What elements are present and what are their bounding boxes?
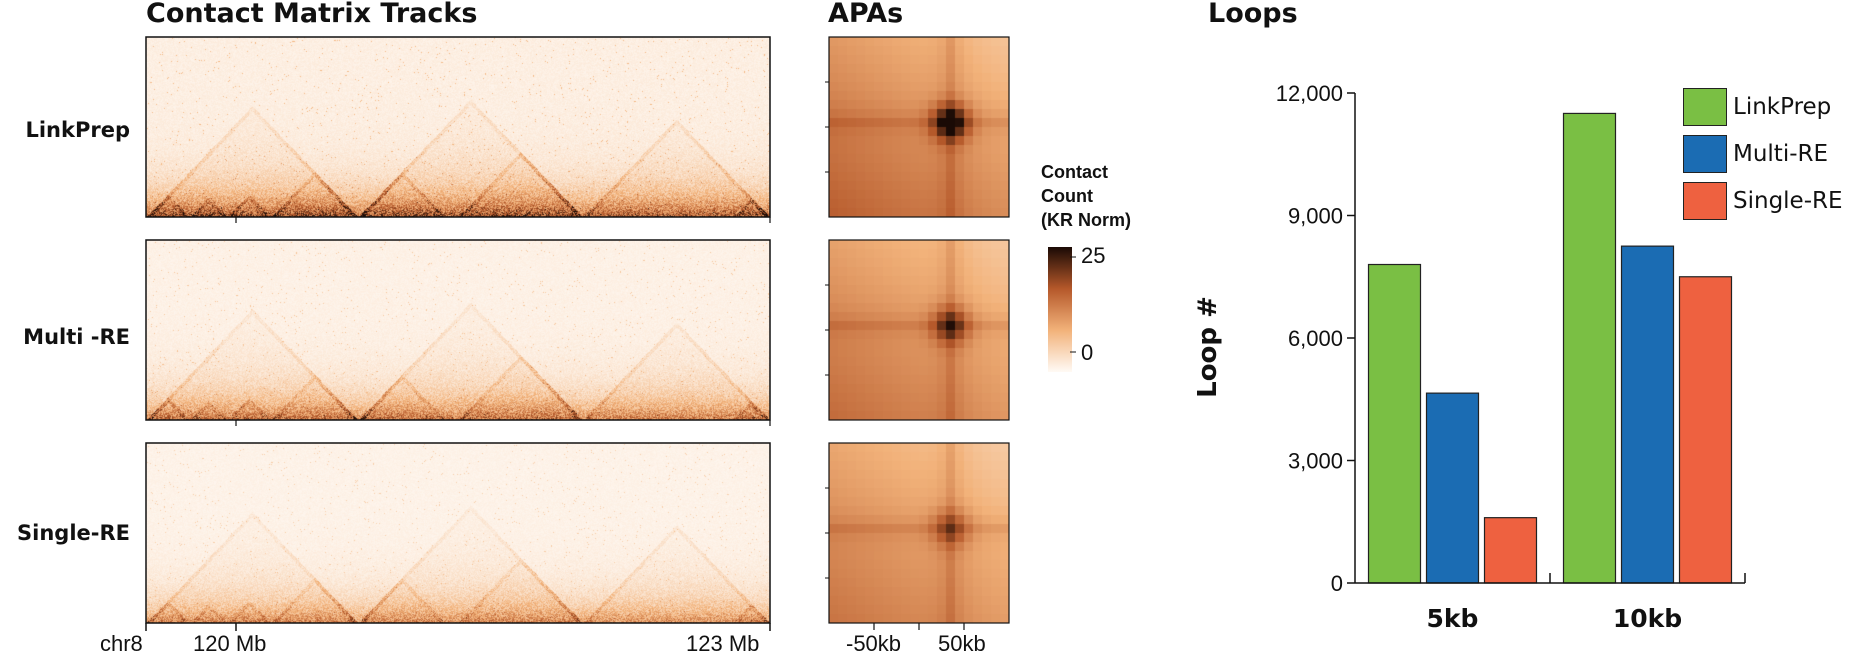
colorbar-min-label: 0 [1081, 340, 1094, 365]
bar-multi-re-5kb [1425, 392, 1480, 584]
row-label-multi-re: Multi -RE [23, 325, 130, 349]
x-tick-label: 5kb [1427, 604, 1479, 633]
bar-single-re-10kb [1678, 276, 1733, 584]
apa-axis-tick-label: 50kb [938, 631, 986, 656]
x-tick-label: 10kb [1613, 604, 1682, 633]
apa-section-title: APAs [828, 0, 904, 29]
bar-single-re-5kb [1483, 517, 1538, 584]
legend: LinkPrep Multi-RE Single-RE [1683, 88, 1843, 220]
track-axis-tick-label: 120 Mb [193, 631, 267, 656]
colorbar-gradient [1048, 247, 1072, 372]
apa-axis-tick-label: -50kb [846, 631, 902, 656]
y-axis: 0 3,000 6,000 9,000 12,000 [1276, 81, 1356, 596]
row-label-single-re: Single-RE [17, 521, 130, 545]
colorbar-title-line: (KR Norm) [1041, 210, 1131, 230]
loops-section-title: Loops [1208, 0, 1298, 29]
bar-multi-re-10kb [1620, 245, 1675, 584]
track-frame-single-re [145, 442, 771, 624]
y-axis-title: Loop # [1193, 296, 1223, 398]
row-label-linkprep: LinkPrep [25, 118, 130, 142]
tracks-section-title: Contact Matrix Tracks [146, 0, 478, 29]
y-tick-label: 0 [1331, 571, 1343, 596]
track-frame-linkprep [145, 36, 771, 218]
contact-matrix-track-linkprep [146, 37, 770, 217]
bars [1367, 112, 1733, 584]
track-axis-chrom-label: chr8 [100, 631, 143, 656]
apa-heatmap-multi-re [829, 240, 1009, 420]
apa-heatmap-linkprep [829, 37, 1009, 217]
legend-swatch [1683, 182, 1727, 220]
apa-heatmap-single-re [829, 443, 1009, 623]
legend-item: LinkPrep [1683, 88, 1843, 126]
legend-swatch [1683, 88, 1727, 126]
colorbar-title: Contact Count (KR Norm) [1041, 160, 1131, 232]
track-axis-tick-label: 123 Mb [686, 631, 760, 656]
legend-item: Single-RE [1683, 182, 1843, 220]
bar-linkprep-5kb [1367, 263, 1422, 584]
x-axis: 5kb 10kb [1355, 573, 1746, 633]
contact-matrix-track-multi-re [146, 240, 770, 420]
track-frame-multi-re [145, 239, 771, 421]
contact-matrix-track-single-re [146, 443, 770, 623]
colorbar-max-label: 25 [1081, 243, 1106, 268]
legend-label: Single-RE [1733, 188, 1843, 214]
y-tick-label: 3,000 [1288, 449, 1343, 474]
y-tick-label: 12,000 [1276, 81, 1343, 106]
legend-label: Multi-RE [1733, 141, 1829, 167]
colorbar-title-line: Count [1041, 186, 1093, 206]
y-tick-label: 6,000 [1288, 326, 1343, 351]
bar-linkprep-10kb [1562, 112, 1617, 584]
legend-item: Multi-RE [1683, 135, 1843, 173]
colorbar-title-line: Contact [1041, 162, 1108, 182]
colorbar-ticks [1070, 256, 1076, 353]
y-tick-label: 9,000 [1288, 204, 1343, 229]
legend-label: LinkPrep [1733, 94, 1832, 120]
legend-swatch [1683, 135, 1727, 173]
